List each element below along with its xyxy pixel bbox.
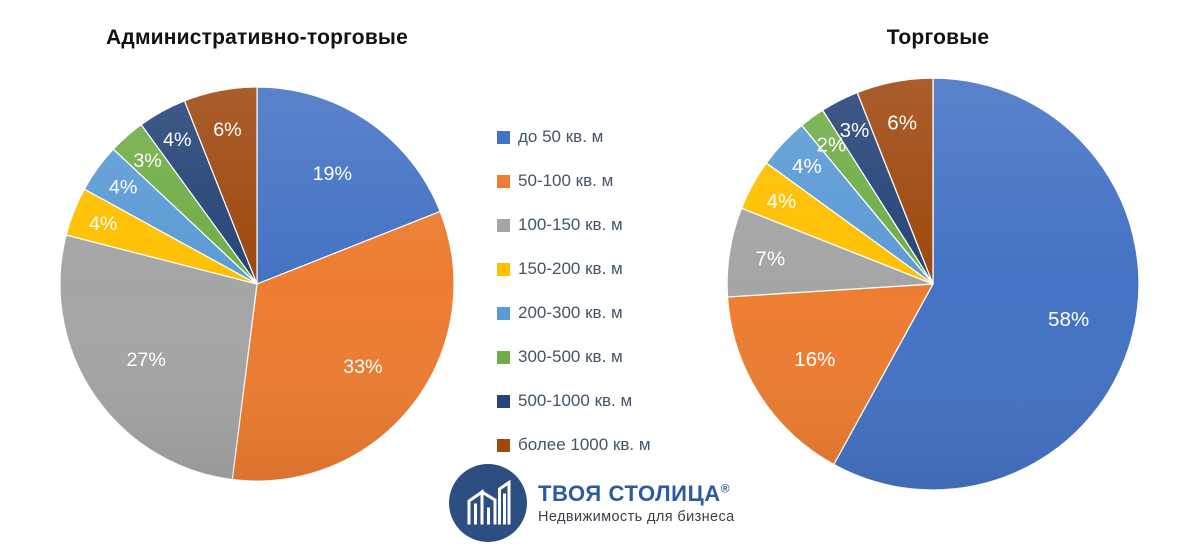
pie-slice-label: 7% bbox=[755, 247, 785, 270]
pie-slice-label: 58% bbox=[1048, 308, 1089, 331]
pie-slice-label: 3% bbox=[133, 150, 161, 172]
pie-slice-label: 6% bbox=[887, 111, 917, 134]
brand-tagline: Недвижимость для бизнеса bbox=[538, 508, 735, 525]
pie-slice-label: 6% bbox=[213, 119, 241, 141]
pie-chart-administrative-trade: 19% 33% 27% 4% 4% 3% 4% 6% bbox=[58, 85, 456, 483]
pie-slice-label: 16% bbox=[794, 348, 835, 371]
legend-item-1: до 50 кв. м bbox=[497, 127, 651, 147]
pie-slice-label: 27% bbox=[126, 349, 165, 371]
pie-chart-trade: 58% 16% 7% 4% 4% 2% 3% 6% bbox=[725, 76, 1141, 492]
legend-item-6: 300-500 кв. м bbox=[497, 347, 651, 367]
legend-item-label: 150-200 кв. м bbox=[518, 259, 623, 278]
legend-item-8: более 1000 кв. м bbox=[497, 435, 651, 455]
legend-item-2: 50-100 кв. м bbox=[497, 171, 651, 191]
legend-item-label: 300-500 кв. м bbox=[518, 347, 623, 366]
legend-swatch bbox=[497, 174, 510, 188]
pie-slice-label: 4% bbox=[767, 190, 797, 213]
registered-trademark-symbol: ® bbox=[720, 481, 731, 496]
legend-item-5: 200-300 кв. м bbox=[497, 303, 651, 323]
legend-item-7: 500-1000 кв. м bbox=[497, 391, 651, 411]
right-chart-title: Торговые bbox=[886, 26, 990, 49]
brand-name-label: ТВОЯ СТОЛИЦА bbox=[538, 480, 721, 506]
pie-slice-label: 19% bbox=[313, 163, 352, 185]
pie-slice-label: 4% bbox=[163, 129, 191, 151]
legend-swatch bbox=[497, 350, 510, 364]
legend-swatch bbox=[497, 130, 510, 144]
pie-chart-administrative-trade-svg: 19%33%27%4%4%3%4% 6% bbox=[59, 86, 455, 482]
pie-slice-label: 3% bbox=[840, 119, 870, 142]
legend-swatch bbox=[497, 262, 510, 276]
brand-logo-text: ТВОЯ СТОЛИЦА® Недвижимость для бизнеса bbox=[538, 481, 735, 526]
legend-item-4: 150-200 кв. м bbox=[497, 259, 651, 279]
pie-chart-trade-svg: 58%16%7%4%4%2%3% 6% bbox=[726, 77, 1140, 491]
pie-slice-label: 2% bbox=[816, 133, 846, 156]
brand-name: ТВОЯ СТОЛИЦА® bbox=[538, 481, 735, 507]
pie-slice-label: 33% bbox=[343, 356, 382, 378]
buildings-circle-icon bbox=[449, 464, 527, 542]
pie-shade-overlay bbox=[59, 86, 455, 482]
legend-swatch bbox=[497, 438, 510, 452]
legend-item-3: 100-150 кв. м bbox=[497, 215, 651, 235]
legend-swatch bbox=[497, 218, 510, 232]
brand-logo: ТВОЯ СТОЛИЦА® Недвижимость для бизнеса bbox=[449, 464, 735, 542]
legend-item-label: более 1000 кв. м bbox=[518, 435, 651, 454]
legend-item-label: 50-100 кв. м bbox=[518, 171, 614, 190]
legend-item-label: 500-1000 кв. м bbox=[518, 391, 633, 410]
pie-slice-label: 4% bbox=[792, 155, 822, 178]
legend-swatch bbox=[497, 306, 510, 320]
legend-item-label: 200-300 кв. м bbox=[518, 303, 623, 322]
left-chart-title: Административно-торговые bbox=[106, 26, 408, 49]
pie-slice-label: 4% bbox=[109, 177, 137, 199]
chart-legend: до 50 кв. м 50-100 кв. м 100-150 кв. м 150-… bbox=[497, 127, 651, 479]
pie-shade-overlay bbox=[727, 78, 1139, 490]
legend-swatch bbox=[497, 394, 510, 408]
legend-item-label: до 50 кв. м bbox=[518, 127, 604, 146]
pie-slice-label: 4% bbox=[89, 213, 117, 235]
legend-item-label: 100-150 кв. м bbox=[518, 215, 623, 234]
